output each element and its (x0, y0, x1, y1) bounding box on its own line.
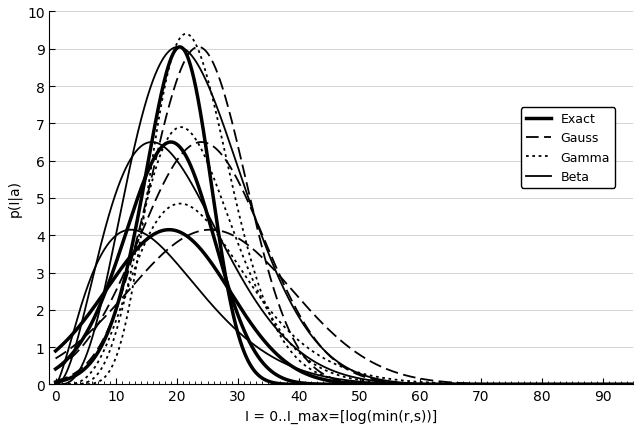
Y-axis label: p(I|a): p(I|a) (7, 180, 22, 217)
Legend: Exact, Gauss, Gamma, Beta: Exact, Gauss, Gamma, Beta (520, 108, 615, 188)
X-axis label: I = 0..I_max=[log(min(r,s))]: I = 0..I_max=[log(min(r,s))] (245, 409, 437, 423)
